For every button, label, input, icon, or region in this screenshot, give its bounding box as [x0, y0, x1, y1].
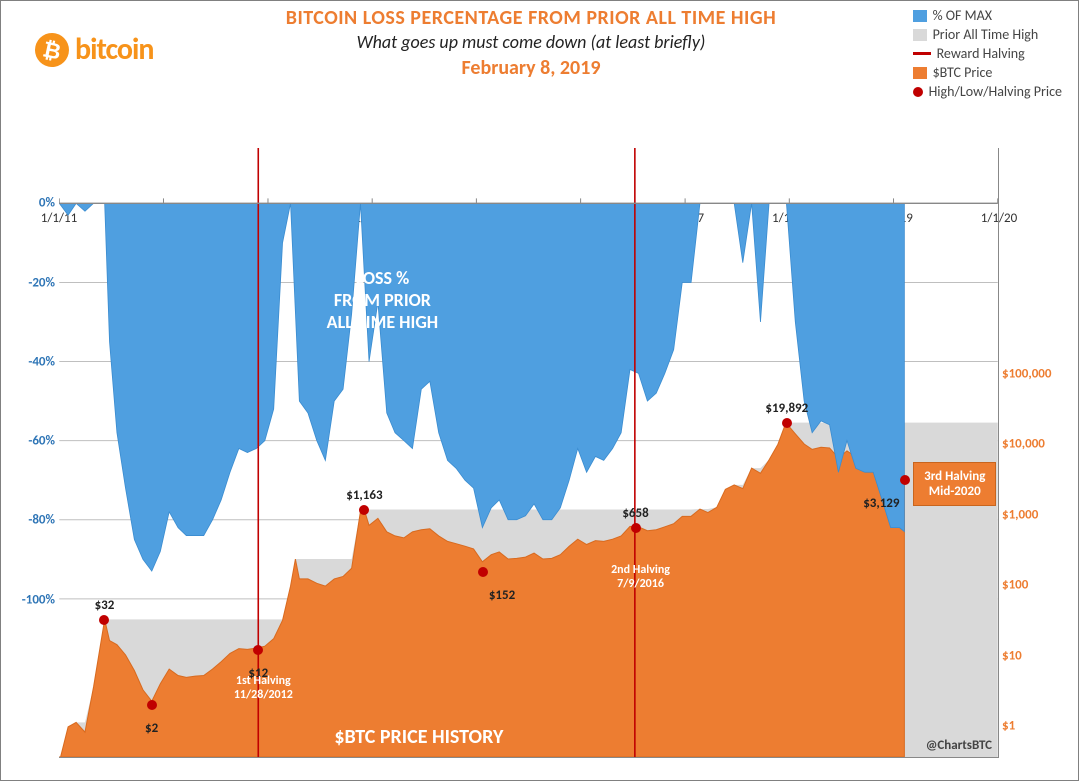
plot-overlay: LOSS %FROM PRIORALL TIME HIGH $BTC PRICE … [59, 148, 998, 757]
price-marker [782, 418, 792, 428]
halving-label: 1st Halving11/28/2012 [213, 675, 313, 703]
loss-area-label: LOSS %FROM PRIORALL TIME HIGH [272, 267, 492, 333]
price-marker [359, 505, 369, 515]
price-marker [478, 567, 488, 577]
price-marker [631, 523, 641, 533]
price-marker-label: $1,163 [346, 488, 382, 503]
chart-stage: ₿ bitcoin BITCOIN LOSS PERCENTAGE FROM P… [0, 0, 1079, 781]
price-marker [900, 475, 910, 485]
credit-text: @ChartsBTC [926, 738, 992, 753]
price-marker-label: $3,129 [863, 496, 899, 511]
plot-area: LOSS %FROM PRIORALL TIME HIGH $BTC PRICE … [59, 148, 999, 758]
price-marker [99, 615, 109, 625]
price-marker-label: $658 [622, 506, 648, 521]
btc-area-label: $BTC PRICE HISTORY [334, 725, 503, 749]
price-marker-label: $152 [489, 588, 515, 603]
halving-label: 2nd Halving7/9/2016 [591, 564, 691, 592]
price-marker [147, 700, 157, 710]
price-marker [253, 645, 263, 655]
third-halving-box: 3rd HalvingMid-2020 [913, 462, 996, 506]
price-marker-label: $19,892 [765, 401, 808, 416]
price-marker-label: $32 [95, 598, 115, 613]
price-marker-label: $2 [145, 721, 158, 736]
